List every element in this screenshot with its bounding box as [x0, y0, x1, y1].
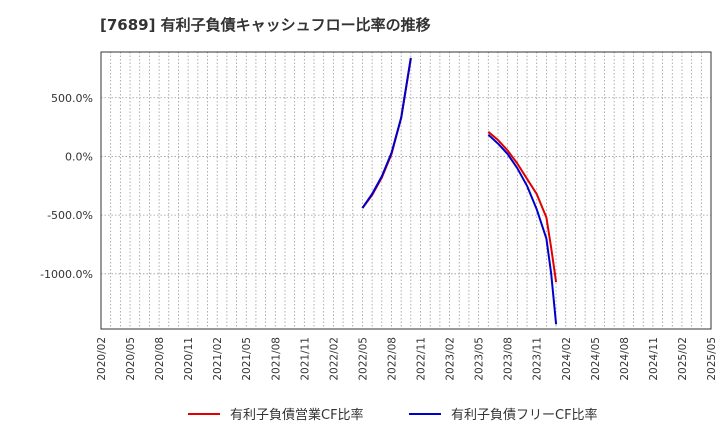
x-tick-label: 2024/11	[648, 337, 660, 381]
x-tick-label: 2021/02	[212, 337, 224, 381]
series-line-1	[487, 131, 558, 283]
x-tick-label: 2020/02	[96, 337, 108, 381]
x-tick-label: 2021/08	[270, 337, 282, 381]
x-tick-label: 2025/02	[677, 337, 689, 381]
y-tick-label: -1000.0%	[40, 268, 93, 281]
legend: 有利子負債営業CF比率 有利子負債フリーCF比率	[188, 407, 598, 423]
x-tick-label: 2023/02	[445, 337, 457, 381]
x-tick-label: 2023/11	[532, 337, 544, 381]
plot-area: 500.0% 0.0% -500.0% -1000.0% 2020/02 2020/05 2…	[40, 51, 718, 381]
legend-label-2: 有利子負債フリーCF比率	[451, 407, 598, 423]
x-tick-label: 2024/05	[590, 337, 602, 381]
x-tick-label: 2025/05	[706, 337, 718, 381]
x-tick-label: 2020/05	[125, 337, 137, 381]
x-tick-label: 2021/05	[241, 337, 253, 381]
series-line-1	[361, 58, 412, 209]
x-tick-label: 2021/11	[299, 337, 311, 381]
y-tick-label: 500.0%	[51, 92, 93, 105]
chart-title: [7689] 有利子負債キャッシュフロー比率の推移	[100, 16, 431, 34]
x-tick-label: 2023/08	[503, 337, 515, 381]
series-line-2	[361, 57, 412, 209]
x-tick-label: 2022/05	[357, 337, 369, 381]
plot-border	[100, 51, 712, 330]
series-line-2	[487, 133, 558, 325]
legend-label-1: 有利子負債営業CF比率	[230, 407, 364, 423]
y-tick-label: 0.0%	[65, 150, 93, 163]
x-tick-label: 2020/11	[183, 337, 195, 381]
y-tick-label: -500.0%	[47, 209, 93, 222]
x-tick-label: 2024/02	[561, 337, 573, 381]
x-tick-label: 2023/05	[474, 337, 486, 381]
x-tick-label: 2024/08	[619, 337, 631, 381]
x-tick-label: 2022/11	[416, 337, 428, 381]
x-tick-label: 2022/08	[386, 337, 398, 381]
x-tick-label: 2020/08	[154, 337, 166, 381]
x-tick-label: 2022/02	[328, 337, 340, 381]
